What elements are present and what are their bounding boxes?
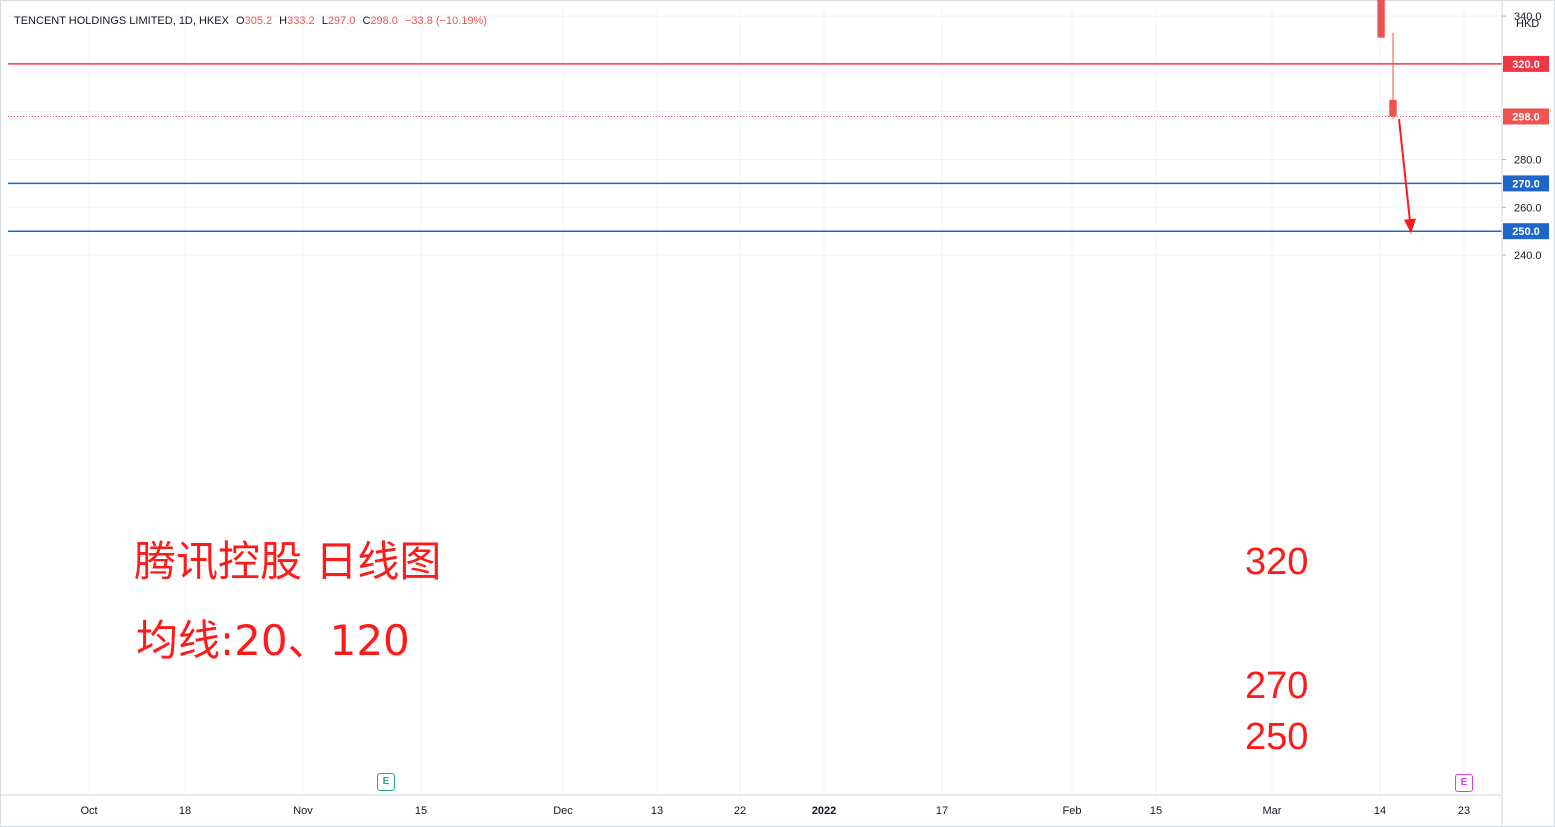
- earnings-badge-upcoming[interactable]: E: [1455, 774, 1473, 792]
- candle-body: [1389, 99, 1397, 117]
- level-tag-text-320: 320.0: [1512, 59, 1540, 71]
- candle: [1389, 32, 1397, 119]
- x-tick-label: Nov: [293, 805, 313, 817]
- chart-caption-ma: 均线:20、120: [136, 616, 410, 665]
- low-value: 297.0: [327, 15, 356, 27]
- x-tick-label: 23: [1458, 805, 1470, 817]
- grid: [8, 8, 1502, 795]
- level-tag-text-270: 270.0: [1512, 178, 1540, 190]
- chart-caption-title: 腾讯控股 日线图: [134, 537, 442, 586]
- horizontal-lines: [8, 63, 1502, 232]
- x-tick-label: 15: [1150, 805, 1162, 817]
- x-tick-label: Dec: [553, 805, 573, 817]
- candles: [1377, 0, 1397, 119]
- level-tag-text-250: 250.0: [1512, 226, 1540, 238]
- symbol-name: TENCENT HOLDINGS LIMITED, 1D, HKEX: [14, 15, 229, 27]
- change-value: −33.8 (−10.19%): [404, 15, 487, 27]
- high-label: H: [279, 15, 288, 27]
- x-tick-label: 2022: [812, 805, 836, 817]
- y-tick-label: 340.0: [1514, 11, 1542, 23]
- level-tag-270: [1503, 175, 1549, 192]
- open-label: O: [236, 15, 245, 27]
- forecast-arrow: [1398, 118, 1416, 234]
- x-tick-label: Feb: [1063, 805, 1082, 817]
- x-tick-label: 14: [1374, 805, 1386, 817]
- y-axis: 320.0 270.0 250.0 298.0 240.0 260.0 280.0 340.0…: [1501, 0, 1549, 827]
- candle-body: [1377, 0, 1385, 38]
- level-250-label: 250: [1245, 716, 1309, 758]
- close-label: C: [362, 15, 371, 27]
- forecast-arrow-head: [1404, 218, 1416, 234]
- x-tick-label: 15: [415, 805, 427, 817]
- level-270-label: 270: [1245, 665, 1309, 707]
- level-320-label: 320: [1245, 541, 1309, 583]
- high-value: 333.2: [287, 15, 315, 27]
- symbol-header: TENCENT HOLDINGS LIMITED, 1D, HKEX O305.…: [14, 15, 487, 27]
- x-tick-label: 13: [651, 805, 663, 817]
- y-tick-label: 240.0: [1514, 250, 1542, 262]
- x-tick-label: Oct: [80, 805, 97, 817]
- last-price-tag: [1503, 108, 1549, 125]
- y-tick-label: 280.0: [1514, 155, 1542, 167]
- close-value: 298.0: [370, 15, 398, 27]
- x-axis: Oct 18 Nov 15 Dec 13 22 2022 17 Feb 15 Mar 14 23: [0, 794, 1502, 817]
- candle: [1377, 0, 1385, 38]
- low-label: L: [321, 15, 328, 27]
- x-tick-label: Mar: [1263, 805, 1282, 817]
- x-tick-label: 22: [734, 805, 746, 817]
- x-tick-label: 18: [179, 805, 191, 817]
- forecast-arrow-shaft: [1398, 118, 1411, 222]
- last-price-tag-text: 298.0: [1512, 111, 1540, 123]
- level-tag-320: [1503, 55, 1549, 72]
- y-axis-unit: HKD: [1516, 18, 1539, 30]
- x-tick-label: 17: [936, 805, 948, 817]
- earnings-badge[interactable]: E: [377, 773, 395, 791]
- level-tag-250: [1503, 223, 1549, 240]
- y-tick-label: 260.0: [1514, 202, 1542, 214]
- open-value: 305.2: [244, 15, 273, 27]
